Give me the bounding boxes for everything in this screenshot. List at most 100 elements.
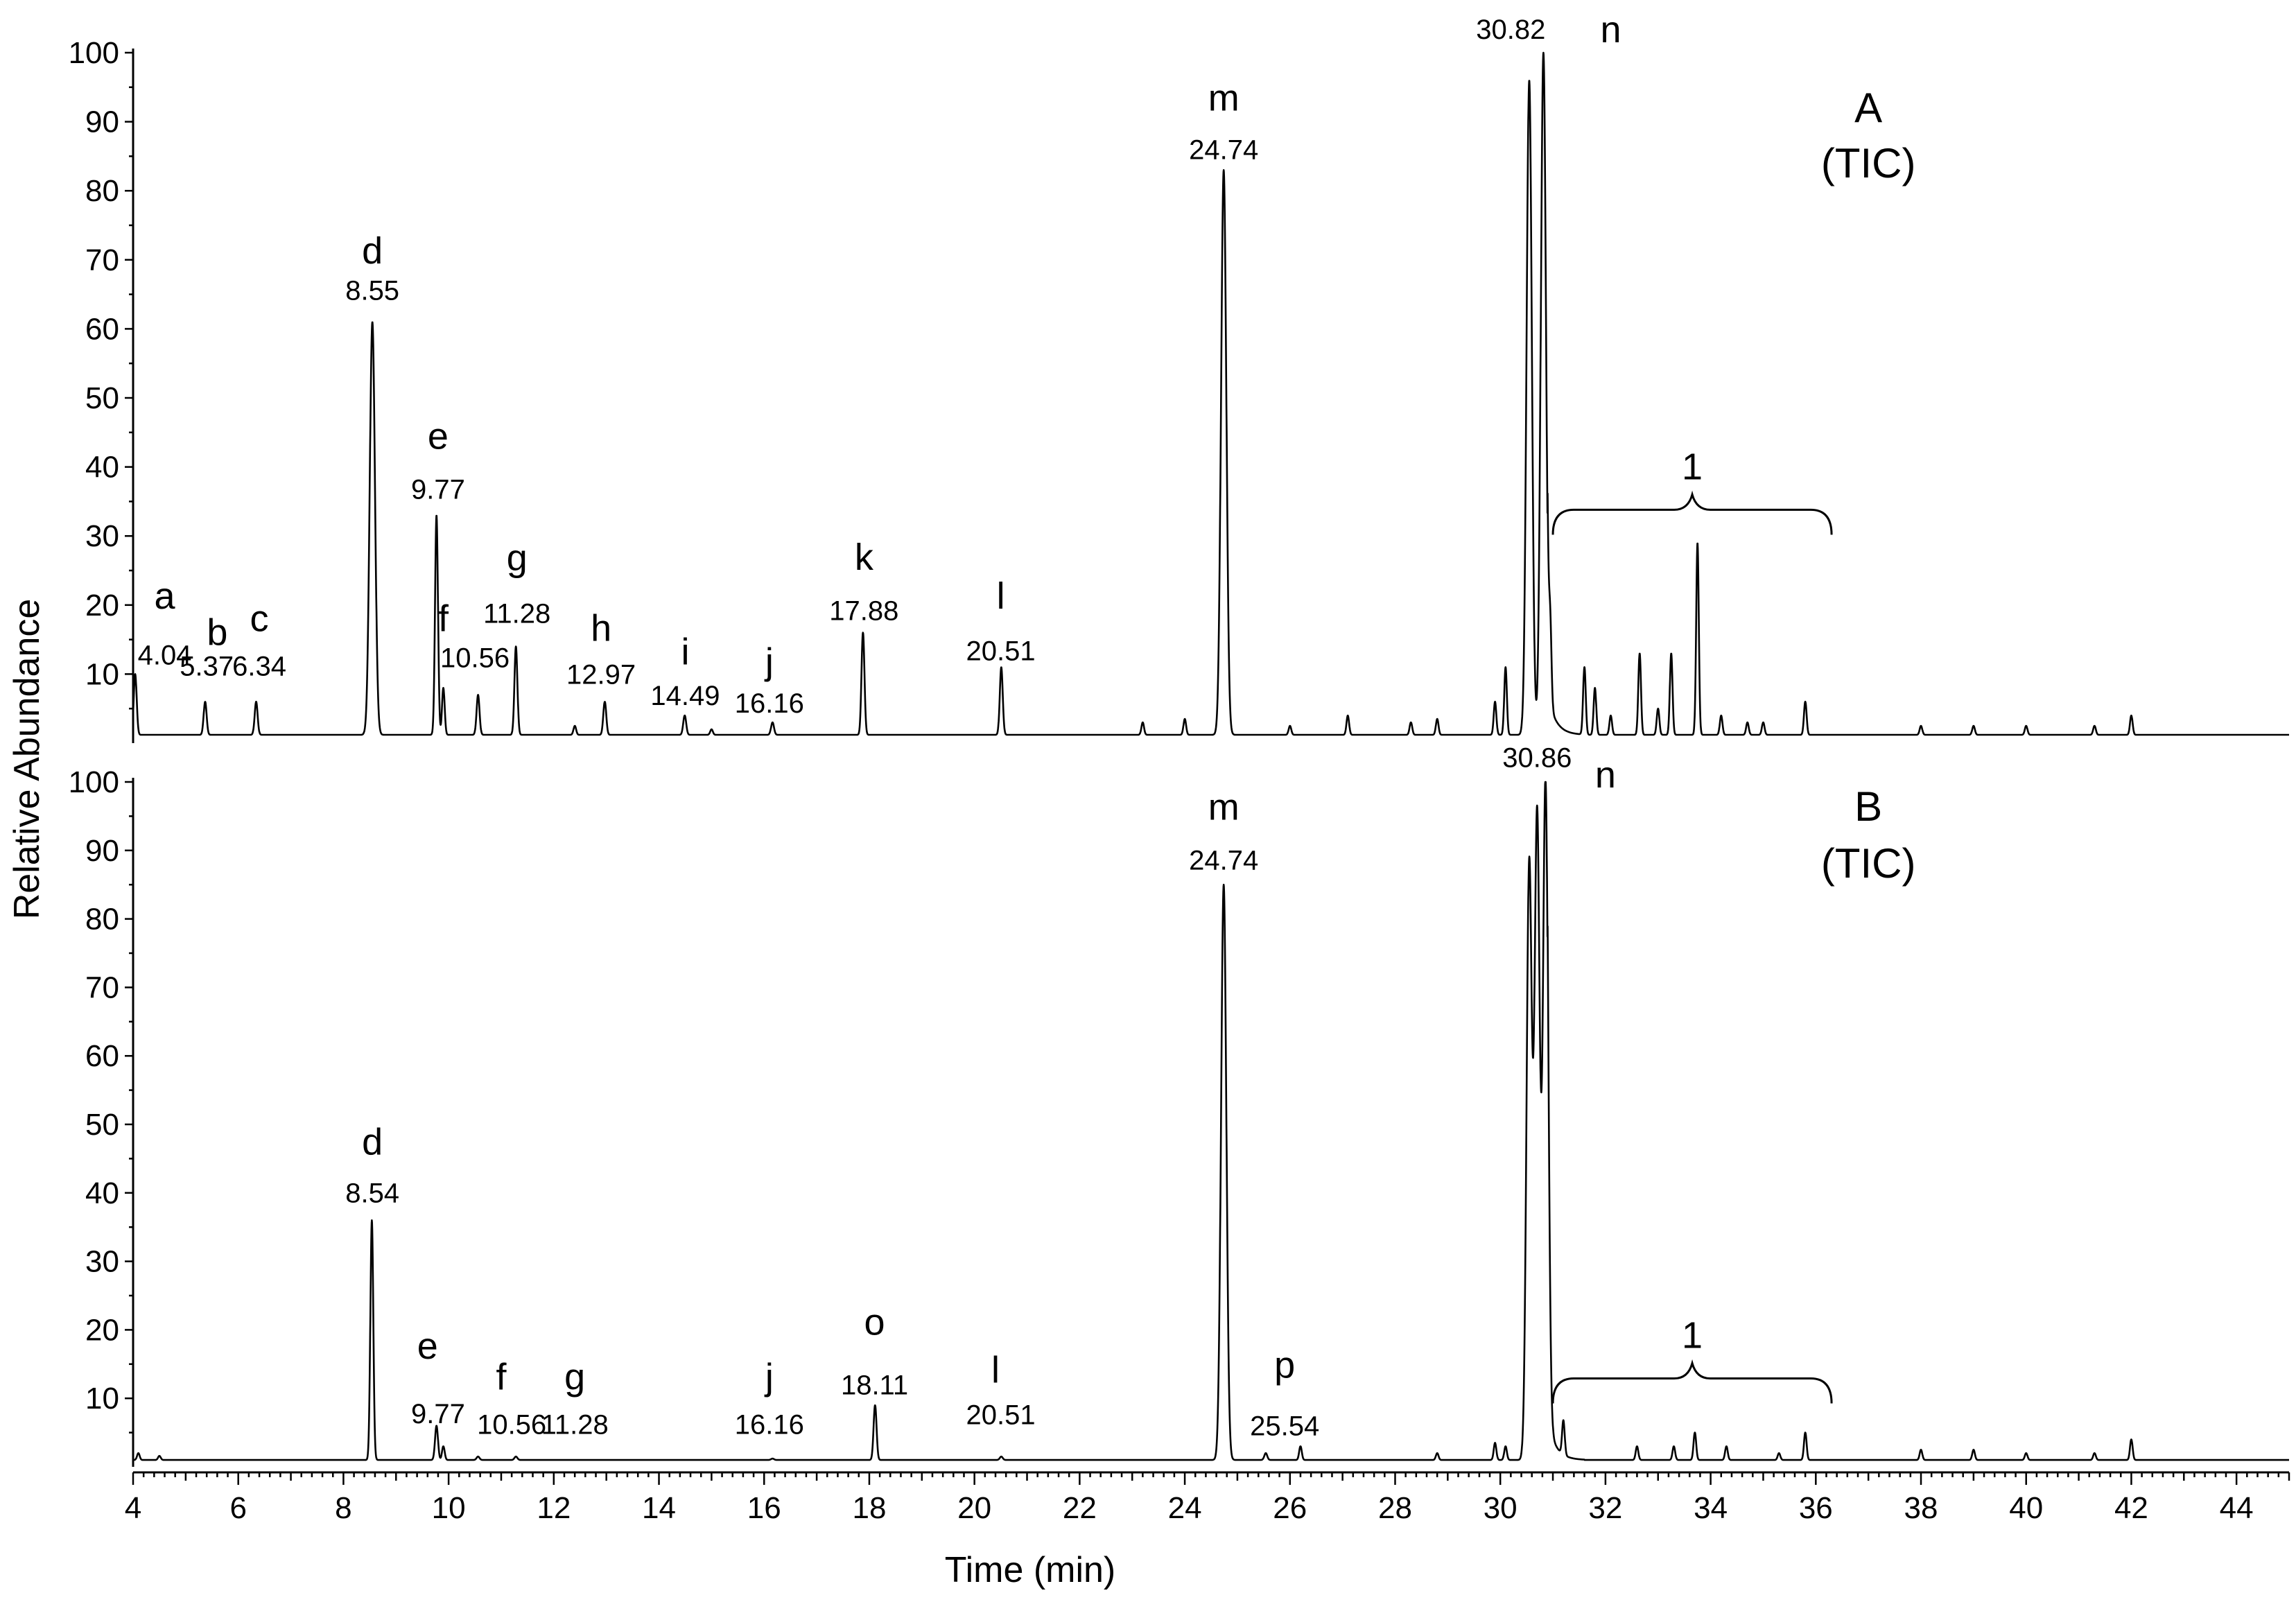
panel-b-peak-j-time-label: 16.16 (735, 1410, 804, 1440)
x-tick-label: 38 (1904, 1491, 1938, 1525)
x-axis-title: Time (min) (945, 1550, 1116, 1590)
panel-a-peak-h-letter: h (591, 608, 611, 650)
panel-b-peak-o-letter: o (864, 1301, 885, 1343)
panel-a-peak-g-time-label: 11.28 (483, 599, 550, 629)
x-tick-label: 14 (642, 1491, 676, 1525)
panel-a-y-tick-label: 50 (85, 381, 119, 415)
panel-b-y-tick-label: 30 (85, 1245, 119, 1279)
panel-a-peak-l-time-label: 20.51 (966, 636, 1036, 666)
x-tick-label: 16 (747, 1491, 781, 1525)
x-tick-label: 32 (1588, 1491, 1622, 1525)
panel-b-peak-m-time-label: 24.74 (1189, 845, 1258, 876)
panel-b-peak-p-time-label: 25.54 (1250, 1411, 1319, 1442)
x-tick-label: 30 (1484, 1491, 1517, 1525)
panel-a-peak-j-time-label: 16.16 (735, 688, 804, 719)
panel-a-peak-e-letter: e (428, 416, 449, 458)
panel-a-label: A (1854, 85, 1882, 131)
panel-b-peak-e-letter: e (417, 1325, 438, 1367)
panel-a-peak-l-letter: l (997, 575, 1005, 617)
panel-a-peak-n-time-label: 30.82 (1476, 15, 1545, 45)
panel-b-peak-g-letter: g (564, 1356, 585, 1398)
panel-a-sublabel: (TIC) (1821, 140, 1916, 186)
x-tick-label: 28 (1378, 1491, 1412, 1525)
x-tick-label: 20 (957, 1491, 991, 1525)
panel-a-peak-g-letter: g (507, 537, 528, 579)
panel-a-tic-trace (132, 51, 2290, 736)
panel-a-y-tick-label: 70 (85, 243, 119, 277)
panel-a-peak-d-letter: d (362, 230, 383, 272)
panel-a-bracket-label: 1 (1682, 446, 1703, 487)
panel-b-y-tick-label: 100 (69, 765, 119, 799)
panel-a-peak-n-letter: n (1600, 9, 1621, 51)
panel-a-peak-m-time-label: 24.74 (1189, 134, 1258, 165)
panel-b-label: B (1854, 783, 1882, 830)
panel-a-peak-c-letter: c (250, 598, 269, 640)
x-tick-label: 18 (852, 1491, 886, 1525)
panel-a-peak-k-time-label: 17.88 (829, 596, 898, 627)
panel-a-y-tick-label: 30 (85, 519, 119, 553)
panel-a-y-tick-label: 90 (85, 105, 119, 139)
x-tick-label: 44 (2220, 1491, 2254, 1525)
panel-a-peak-f-letter: f (438, 598, 449, 640)
panel-b-peak-l-time-label: 20.51 (966, 1400, 1036, 1431)
panel-a-y-tick-label: 10 (85, 657, 119, 691)
panel-a-peak-i-time-label: 14.49 (650, 681, 720, 711)
x-tick-label: 42 (2114, 1491, 2148, 1525)
x-tick-label: 10 (432, 1491, 466, 1525)
x-tick-label: 24 (1168, 1491, 1202, 1525)
panel-b-peak-m-letter: m (1208, 786, 1240, 828)
panel-a-peak-j-letter: j (764, 641, 774, 682)
panel-b-peak-l-letter: l (991, 1349, 1000, 1391)
x-tick-label: 26 (1273, 1491, 1307, 1525)
y-axis-title: Relative Abundance (7, 599, 47, 920)
panel-a-peak-b-letter: b (207, 612, 227, 654)
panel-b-y-tick-label: 80 (85, 903, 119, 937)
panel-a-peak-m-letter: m (1208, 78, 1240, 119)
panel-a-y-tick-label: 100 (69, 36, 119, 70)
panel-a-peak-c-time-label: 6.34 (232, 651, 286, 681)
x-tick-label: 6 (229, 1491, 246, 1525)
panel-b-peak-e-time-label: 9.77 (411, 1399, 465, 1429)
panel-b-bracket (1551, 1359, 1833, 1404)
panel-a-peak-f-time-label: 10.56 (440, 643, 510, 673)
panel-b-tic-trace (132, 781, 2290, 1461)
panel-b-y-tick-label: 70 (85, 970, 119, 1004)
x-tick-label: 12 (537, 1491, 571, 1525)
panel-a-y-tick-label: 60 (85, 312, 119, 346)
panel-a-peak-h-time-label: 12.97 (566, 659, 636, 690)
panel-b-sublabel: (TIC) (1821, 840, 1916, 887)
panel-b-y-tick-label: 40 (85, 1176, 119, 1210)
panel-b-peak-g-time-label: 11.28 (541, 1410, 609, 1440)
panel-a-peak-k-letter: k (855, 537, 874, 578)
panel-b-y-tick-label: 20 (85, 1313, 119, 1347)
x-axis: 4 6 8 10 12 14 16 18 20 22 24 26 28 30 32 34 36 38 40 42 44 (125, 1471, 2290, 1525)
x-tick-label: 22 (1063, 1491, 1097, 1525)
panel-b-y-tick-label: 50 (85, 1108, 119, 1142)
panel-a-peak-b-time-label: 5.37 (180, 651, 234, 681)
panel-b-bracket-label: 1 (1682, 1315, 1703, 1357)
panel-a-peak-a-letter: a (154, 575, 175, 617)
panel-b-peak-f-letter: f (496, 1356, 507, 1398)
panel-b-peak-n-letter: n (1595, 754, 1616, 796)
panel-b-peak-n-time-label: 30.86 (1502, 742, 1572, 773)
panel-b-peak-o-time-label: 18.11 (841, 1370, 908, 1400)
panel-b-y-tick-label: 90 (85, 834, 119, 868)
panel-a-y-tick-label: 80 (85, 174, 119, 208)
panel-a-y-tick-label: 40 (85, 451, 119, 485)
panel-b-peak-j-letter: j (764, 1356, 774, 1398)
x-tick-label: 40 (2009, 1491, 2043, 1525)
panel-a-peak-e-time-label: 9.77 (411, 474, 465, 505)
panel-a-bracket (1551, 490, 1833, 535)
panel-a-peak-d-time-label: 8.55 (345, 276, 399, 306)
panel-a-y-tick-label: 20 (85, 589, 119, 622)
x-tick-label: 36 (1799, 1491, 1833, 1525)
panel-b-peak-p-letter: p (1274, 1345, 1295, 1386)
panel-b-peak-d-letter: d (362, 1121, 383, 1163)
x-tick-label: 8 (335, 1491, 351, 1525)
panel-b-peak-f-time-label: 10.56 (477, 1410, 546, 1440)
panel-b-peak-d-time-label: 8.54 (345, 1178, 399, 1209)
panel-b-y-tick-label: 10 (85, 1382, 119, 1416)
